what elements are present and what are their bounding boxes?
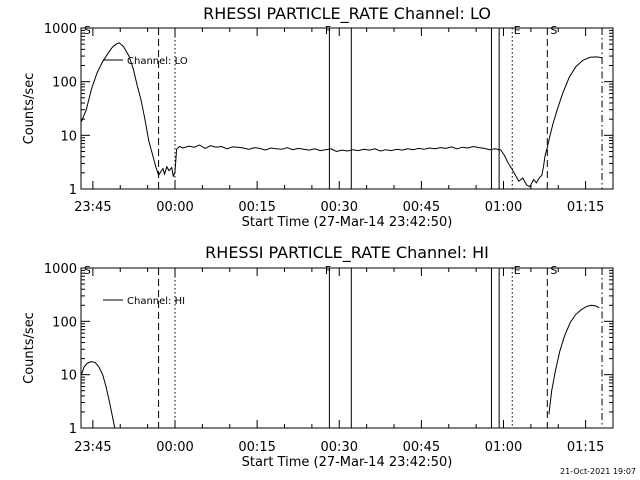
y-tick-label: 100	[52, 315, 77, 330]
x-tick-label: 00:45	[403, 440, 440, 455]
event-marker-label: F	[325, 24, 331, 37]
event-marker-label: E	[514, 264, 521, 277]
y-tick-label: 100	[52, 76, 77, 91]
y-tick-label: 1	[69, 183, 77, 198]
y-axis-label: Counts/sec	[22, 73, 37, 145]
legend-label: Channel: LO	[127, 56, 188, 67]
panel-hi: RHESSI PARTICLE_RATE Channel: HI 23:45 00:…	[22, 243, 614, 470]
event-marker-label: E	[514, 24, 521, 37]
y-tick-label: 1000	[44, 262, 77, 277]
x-axis-label: Start Time (27-Mar-14 23:42:50)	[242, 215, 453, 230]
y-tick-label: 10	[60, 369, 77, 384]
series-line	[81, 42, 603, 188]
x-tick-label: 00:15	[238, 440, 275, 455]
x-tick-label: 00:15	[238, 200, 275, 215]
x-tick-label: 01:15	[567, 440, 604, 455]
x-tick-label: 00:00	[156, 200, 193, 215]
plot-frame	[80, 27, 614, 190]
x-tick-label: 01:00	[485, 200, 522, 215]
x-tick-label: 00:30	[321, 440, 358, 455]
event-marker-label: F	[325, 264, 331, 277]
render-timestamp: 21-Oct-2021 19:07	[560, 467, 636, 476]
x-tick-label: 00:30	[321, 200, 358, 215]
x-tick-label: 01:15	[567, 200, 604, 215]
y-axis-label: Counts/sec	[22, 312, 37, 384]
event-marker-label: S	[84, 264, 91, 277]
y-tick-label: 1	[69, 422, 77, 437]
series-line	[81, 361, 116, 428]
x-tick-label: 00:00	[156, 440, 193, 455]
x-tick-label: 00:45	[403, 200, 440, 215]
series-line	[548, 304, 600, 415]
x-axis-label: Start Time (27-Mar-14 23:42:50)	[242, 455, 453, 470]
y-tick-label: 1000	[44, 22, 77, 37]
event-marker-label: S	[550, 24, 557, 37]
chart-title: RHESSI PARTICLE_RATE Channel: HI	[205, 243, 489, 263]
x-tick-label: 23:45	[74, 440, 111, 455]
x-tick-label: 01:00	[485, 440, 522, 455]
event-marker-label: S	[84, 24, 91, 37]
x-tick-label: 23:45	[74, 200, 111, 215]
chart-title: RHESSI PARTICLE_RATE Channel: LO	[203, 4, 491, 24]
plot-frame	[80, 267, 614, 429]
event-marker-label: S	[550, 264, 557, 277]
legend-label: Channel: HI	[127, 296, 185, 307]
y-tick-label: 10	[60, 129, 77, 144]
panel-lo: RHESSI PARTICLE_RATE Channel: LO 23:45 00:…	[22, 4, 614, 230]
